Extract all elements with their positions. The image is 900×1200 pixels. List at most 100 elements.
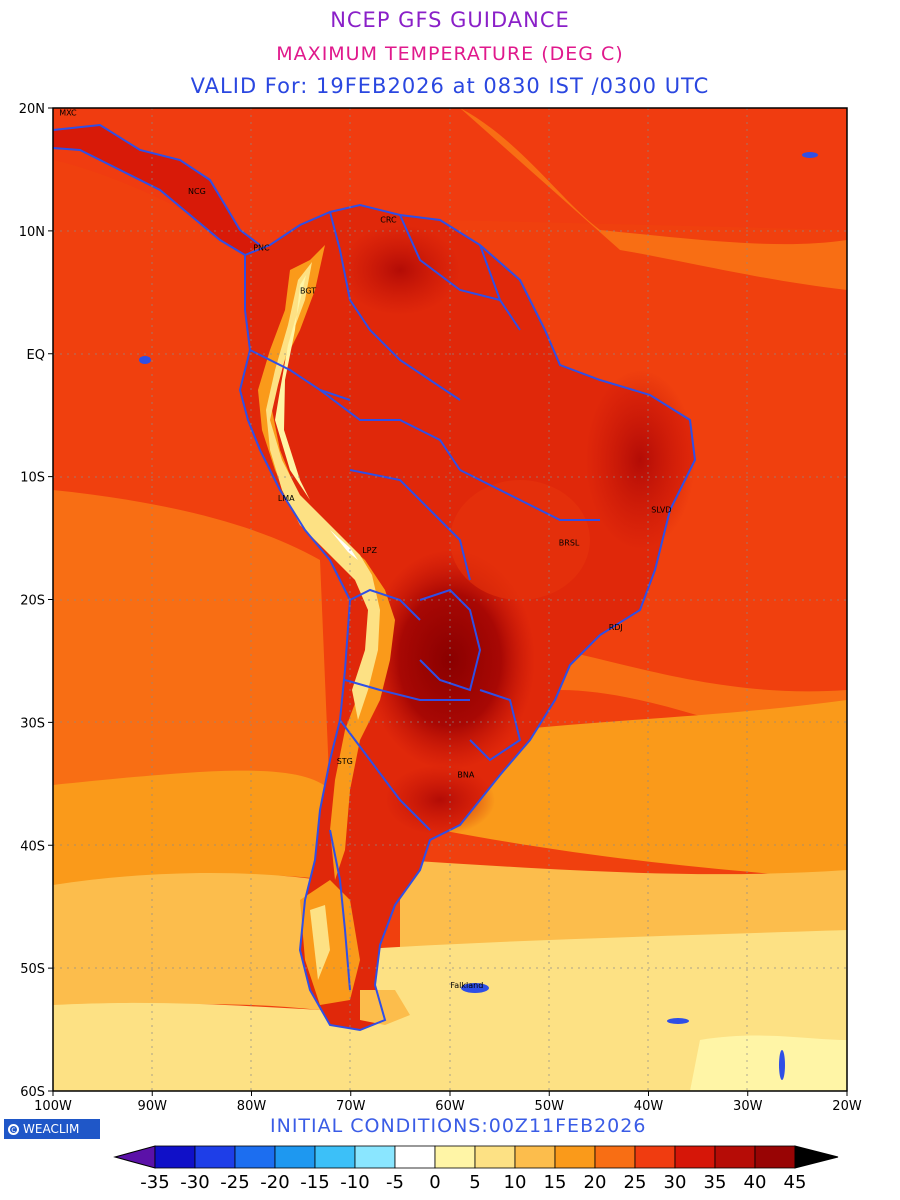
city-label: LMA: [278, 494, 295, 503]
colorbar-max-arrow: [794, 1145, 839, 1169]
lesser-antilles: [802, 152, 818, 158]
city-label: BRSL: [559, 538, 580, 547]
city-label: LPZ: [362, 546, 377, 555]
hot-core-ne-brazil: [585, 370, 695, 550]
colorbar-swatch: [314, 1145, 356, 1169]
colorbar-swatch: [634, 1145, 676, 1169]
colorbar-swatch: [594, 1145, 636, 1169]
colorbar-label: 5: [469, 1172, 480, 1193]
lat-tick-label: 30S: [20, 716, 45, 731]
map-title: NCEP GFS GUIDANCE: [330, 8, 570, 32]
band-20-25-east: [440, 700, 847, 880]
valid-time: VALID For: 19FEB2026 at 0830 IST /0300 U…: [190, 74, 710, 98]
city-label: NCG: [188, 187, 206, 196]
hot-core-pampas: [385, 765, 495, 835]
colorbar-label: 30: [664, 1172, 687, 1193]
colorbar-label: 10: [504, 1172, 527, 1193]
band-20-25-west: [53, 770, 330, 890]
colorbar-label: 0: [429, 1172, 440, 1193]
temperature-map: 100W 90W 80W 70W 60W 50W 40W 30W 20W 20N 10N EQ 10S…: [19, 102, 862, 1114]
lon-tick-label: 40W: [634, 1099, 664, 1114]
colorbar-label: -10: [340, 1172, 369, 1193]
lat-tick-label: 20N: [19, 102, 45, 117]
graticule: [53, 108, 847, 1091]
lat-tick-label: 40S: [20, 839, 45, 854]
band-10-15-mid: [350, 930, 847, 1035]
andes-peak-central: [330, 530, 358, 560]
islands: [139, 152, 818, 1080]
hot-core-venezuela: [340, 225, 460, 315]
colorbar-swatch: [274, 1145, 316, 1169]
colorbar-min-arrow: [113, 1145, 156, 1169]
city-labels: MXC NCG CRC PNC BGT LMA SLVD BRSL LPZ RDJ STG BNA Fa…: [59, 108, 671, 989]
city-label: PNC: [253, 244, 270, 253]
band-5-10: [690, 1035, 847, 1091]
lon-tick-label: 60W: [435, 1099, 465, 1114]
colorbar-swatch: [234, 1145, 276, 1169]
colorbar-swatch: [714, 1145, 756, 1169]
warm-core-central-brazil: [450, 480, 590, 600]
lon-tick-label: 80W: [237, 1099, 267, 1114]
colorbar-swatch: [194, 1145, 236, 1169]
band-15-20-east: [400, 860, 847, 950]
colorbar-swatch: [434, 1145, 476, 1169]
colorbar-swatch: [554, 1145, 596, 1169]
patagonia-ice: [310, 905, 330, 980]
lat-tick-label: 20S: [20, 594, 45, 609]
falkland-islands: [461, 983, 489, 993]
colorbar-swatches: [113, 1145, 839, 1169]
colorbar-swatch: [514, 1145, 556, 1169]
hot-core-chaco: [365, 550, 535, 770]
lat-tick-label: EQ: [27, 348, 45, 363]
colorbar-label: 25: [624, 1172, 647, 1193]
city-label: Falkland: [450, 981, 483, 990]
colorbar-swatch: [154, 1145, 196, 1169]
latitude-axis: 20N 10N EQ 10S 20S 30S 40S 50S 60S: [19, 102, 53, 1100]
sandwich-islands: [779, 1050, 785, 1080]
lon-tick-label: 90W: [138, 1099, 168, 1114]
colorbar-label: -30: [180, 1172, 209, 1193]
colorbar-label: 15: [544, 1172, 567, 1193]
lat-tick-label: 60S: [20, 1085, 45, 1100]
lon-tick-label: 100W: [34, 1099, 72, 1114]
colorbar-swatch: [354, 1145, 396, 1169]
colorbar-label: 35: [704, 1172, 727, 1193]
colorbar-label: 40: [744, 1172, 767, 1193]
city-label: RDJ: [609, 623, 623, 632]
lon-tick-label: 30W: [733, 1099, 763, 1114]
colorbar-label: 20: [584, 1172, 607, 1193]
colorbar-swatch: [674, 1145, 716, 1169]
colorbar-label: 45: [784, 1172, 807, 1193]
lon-tick-label: 20W: [832, 1099, 862, 1114]
city-label: CRC: [380, 215, 397, 224]
band-25-30-west: [53, 490, 330, 800]
andes-snowline: [266, 262, 380, 720]
initial-conditions: INITIAL CONDITIONS:00Z11FEB2026: [270, 1115, 647, 1137]
longitude-axis: 100W 90W 80W 70W 60W 50W 40W 30W 20W: [34, 1091, 862, 1114]
colorbar-label: -15: [300, 1172, 329, 1193]
colorbar-label: -5: [386, 1172, 404, 1193]
band-15-20-west: [53, 873, 320, 1010]
logo-text: WEACLIM: [23, 1122, 80, 1136]
tierra-del-fuego: [360, 990, 410, 1025]
colorbar-label: -35: [140, 1172, 169, 1193]
city-label: SLVD: [651, 505, 671, 514]
galapagos: [139, 356, 151, 364]
copyright-icon: c: [8, 1123, 19, 1135]
city-label: BGT: [300, 287, 316, 296]
map-subtitle: MAXIMUM TEMPERATURE (DEG C): [276, 43, 624, 65]
colorbar-swatch: [394, 1145, 436, 1169]
lon-tick-label: 70W: [336, 1099, 366, 1114]
colorbar-swatch: [754, 1145, 796, 1169]
andes-cool-band: [258, 245, 395, 880]
colorbar-label: -20: [260, 1172, 289, 1193]
weaclim-logo: c WEACLIM: [4, 1119, 100, 1139]
city-label: MXC: [59, 108, 77, 117]
lat-tick-label: 10S: [20, 471, 45, 486]
band-25-30-north: [460, 108, 847, 290]
lat-tick-label: 50S: [20, 962, 45, 977]
colorbar: -35 -30 -25 -20 -15 -10 -5 0 5 10 15 20 25 30 35 40 45: [113, 1145, 839, 1193]
lat-tick-label: 10N: [19, 225, 45, 240]
andes-peak-north: [275, 275, 310, 500]
boundaries: [53, 123, 697, 1032]
